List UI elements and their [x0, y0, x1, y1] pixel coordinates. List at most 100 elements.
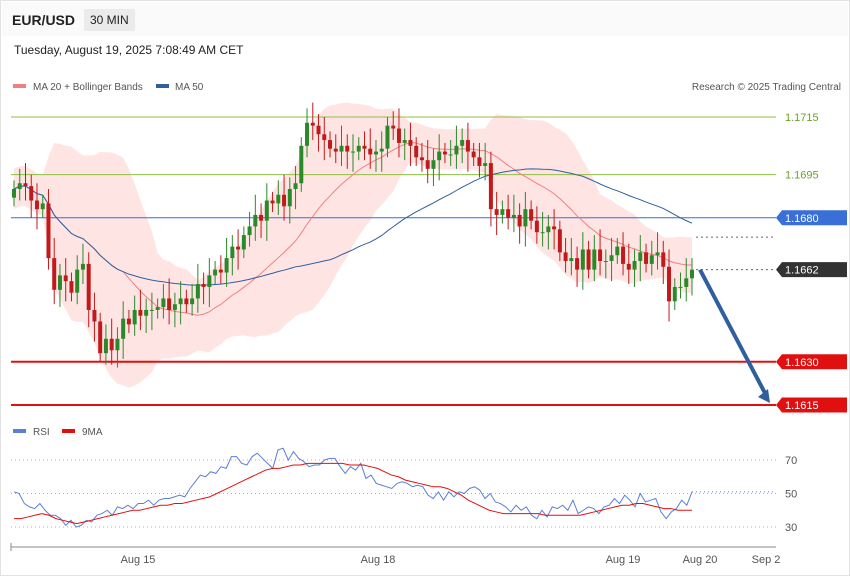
candle-body — [534, 220, 539, 233]
candle-body — [540, 232, 545, 234]
candle-body — [276, 194, 281, 204]
candle — [534, 206, 539, 244]
candle-body — [132, 309, 137, 325]
candle — [517, 203, 522, 244]
forecast-arrow-head — [758, 389, 770, 403]
candle-body — [46, 203, 51, 259]
candle-body — [442, 151, 447, 155]
candle-body — [218, 269, 223, 273]
candle-body — [322, 134, 327, 141]
candle-body — [385, 125, 390, 149]
candle-body — [17, 183, 22, 189]
candle — [172, 292, 177, 328]
candle-body — [546, 226, 551, 233]
timeframe-badge[interactable]: 30 MIN — [84, 9, 135, 31]
candle — [431, 148, 436, 187]
candle — [184, 289, 189, 313]
level-label-1.1630: 1.1630 — [785, 357, 819, 369]
candle — [121, 301, 126, 359]
level-label-1.1615: 1.1615 — [785, 400, 819, 412]
candle — [161, 284, 166, 319]
level-label-1.1680: 1.1680 — [785, 213, 819, 225]
candle-body — [621, 246, 626, 264]
candle — [98, 312, 103, 362]
candle-body — [178, 298, 183, 305]
candle — [690, 258, 694, 296]
forecast-arrow — [698, 268, 770, 403]
candle-body — [672, 286, 677, 302]
candle-body — [506, 209, 511, 218]
price-levels: 1.1715 1.1695 1.1680 1.1662 1.1630 1.1615 — [11, 112, 847, 413]
legend-label-9ma: 9MA — [82, 427, 103, 438]
candle — [580, 232, 585, 290]
candle-body — [195, 284, 200, 299]
candle-body — [523, 209, 528, 227]
candle-body — [253, 214, 258, 227]
candle-body — [339, 145, 344, 152]
candle — [75, 255, 80, 305]
candle-body — [419, 157, 424, 161]
candle-body — [224, 258, 229, 273]
candle — [379, 131, 384, 172]
candle — [356, 137, 361, 161]
candle — [241, 226, 246, 259]
candle-body — [23, 183, 28, 187]
level-tag-1.1680 — [776, 210, 847, 226]
rsi-legend: RSI 9MA — [13, 427, 103, 438]
candle-body — [29, 186, 34, 201]
candle — [259, 203, 264, 238]
candle-body — [425, 160, 430, 169]
candle — [575, 246, 580, 287]
candle-body — [644, 252, 649, 264]
candle — [419, 142, 424, 172]
legend-label-ma20: MA 20 + Bollinger Bands — [33, 82, 143, 93]
candle — [471, 142, 476, 166]
rsi-panel: 30 50 70 — [11, 447, 797, 534]
candle — [523, 191, 528, 247]
candle-body — [167, 298, 172, 310]
candle-body — [270, 200, 275, 204]
candle-body — [161, 298, 166, 308]
candle-body — [201, 284, 206, 287]
candle — [609, 237, 614, 282]
time-axis: Aug 15 Aug 18 Aug 19 Aug 20 Sep 2 — [10, 543, 780, 566]
candle — [126, 309, 131, 333]
candle-body — [638, 252, 643, 261]
candle-body — [471, 151, 476, 158]
candle-body — [328, 140, 333, 149]
candle-body — [34, 200, 39, 210]
rsi-tick-70: 70 — [785, 455, 797, 467]
candle — [592, 235, 597, 282]
candle-body — [52, 258, 57, 290]
ma50-line — [13, 168, 693, 286]
candle-body — [517, 214, 522, 227]
rsi-tick-30: 30 — [785, 522, 797, 534]
candle-body — [391, 125, 396, 129]
candle — [195, 263, 200, 313]
candle — [621, 232, 626, 276]
candle-body — [437, 151, 442, 161]
candle — [213, 261, 218, 285]
candle-body — [494, 209, 499, 215]
candle-body — [190, 298, 195, 305]
candle — [339, 125, 344, 166]
candle — [190, 284, 195, 316]
candle-body — [603, 261, 608, 262]
candle — [644, 243, 649, 273]
candle — [540, 212, 545, 247]
candle-body — [213, 269, 218, 276]
candle-body — [552, 226, 557, 230]
candle-body — [345, 145, 350, 152]
candle — [253, 194, 258, 241]
candlesticks — [12, 102, 694, 368]
candle — [322, 117, 327, 161]
rsi-tick-50: 50 — [785, 489, 797, 501]
candle — [448, 140, 453, 166]
candle — [144, 298, 149, 333]
candle-body — [259, 214, 264, 221]
candle — [316, 114, 321, 152]
candle — [57, 263, 62, 308]
candle — [287, 177, 292, 224]
candle — [615, 237, 620, 264]
candle — [598, 229, 603, 276]
